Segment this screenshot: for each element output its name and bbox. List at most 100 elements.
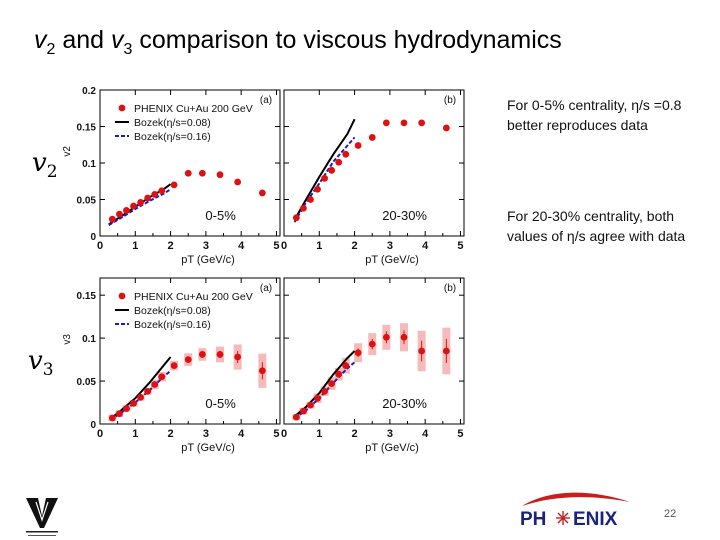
data-point xyxy=(198,169,206,177)
x-tick-label: 1 xyxy=(316,240,322,252)
x-tick-label: 0 xyxy=(281,240,287,252)
y-axis-label: v3 xyxy=(62,334,73,345)
data-point xyxy=(151,381,159,388)
x-tick-label: 2 xyxy=(352,240,358,252)
y-tick-label: 0.1 xyxy=(82,159,96,170)
data-point xyxy=(354,349,362,357)
x-tick-label: 3 xyxy=(203,428,209,440)
panel-tag: (b) xyxy=(444,95,456,106)
centrality-label: 0-5% xyxy=(205,396,236,411)
svg-text:PH: PH xyxy=(520,509,546,530)
data-point xyxy=(300,204,307,212)
panel-tag: (a) xyxy=(260,95,272,106)
y-tick-label: 0.15 xyxy=(77,123,97,134)
data-point xyxy=(300,407,307,415)
data-point xyxy=(418,119,426,127)
x-tick-label: 1 xyxy=(132,240,138,252)
phenix-logo: PH ENIX xyxy=(520,492,630,530)
x-tick-label: 2 xyxy=(168,240,174,252)
data-point xyxy=(314,185,321,193)
data-point xyxy=(216,171,224,179)
data-point xyxy=(151,190,159,198)
data-point xyxy=(442,347,450,355)
data-point xyxy=(234,353,242,361)
data-point xyxy=(368,340,376,348)
data-point xyxy=(335,158,343,166)
data-point xyxy=(158,373,166,381)
data-point xyxy=(307,401,314,409)
y-axis-label: v2 xyxy=(62,146,73,157)
y-tick-label: 0.15 xyxy=(77,291,97,302)
data-point xyxy=(108,215,116,223)
legend-entry: Bozek(η/s=0.08) xyxy=(134,305,211,317)
centrality-label: 0-5% xyxy=(205,208,236,223)
y-tick-label: 0 xyxy=(90,232,96,243)
bozek-0.08-curve xyxy=(293,350,356,418)
panel-tag: (a) xyxy=(260,283,272,294)
data-point xyxy=(198,351,206,358)
bozek-0.08-curve xyxy=(109,356,172,420)
x-tick-label: 3 xyxy=(387,428,393,440)
legend-entry: PHENIX Cu+Au 200 GeV xyxy=(134,103,253,115)
data-point xyxy=(292,413,300,421)
x-axis-label: pT (GeV/c) xyxy=(365,254,419,266)
data-point xyxy=(116,410,123,418)
page-number: 22 xyxy=(664,508,677,520)
x-tick-label: 4 xyxy=(422,240,429,252)
data-point xyxy=(137,393,144,401)
y-tick-label: 0.05 xyxy=(77,196,97,207)
x-axis-label: pT (GeV/c) xyxy=(181,442,235,454)
x-tick-label: 0 xyxy=(97,428,103,440)
data-point xyxy=(158,187,166,195)
y-tick-label: 0.2 xyxy=(82,86,96,97)
data-point xyxy=(108,414,116,422)
data-point xyxy=(292,214,300,222)
data-point xyxy=(170,362,178,369)
data-point xyxy=(321,387,328,395)
legend-entry: PHENIX Cu+Au 200 GeV xyxy=(134,291,253,303)
y-tick-label: 0.05 xyxy=(77,377,97,388)
data-point xyxy=(258,189,266,197)
x-tick-label: 3 xyxy=(203,240,209,252)
data-point xyxy=(258,367,266,375)
data-point xyxy=(442,124,450,132)
data-point xyxy=(328,380,336,388)
vanderbilt-logo xyxy=(26,498,58,536)
data-point xyxy=(130,399,137,407)
data-point xyxy=(314,394,321,402)
legend-marker-data xyxy=(118,104,126,112)
data-point xyxy=(400,333,408,341)
v3-row-label: v3 xyxy=(28,346,54,381)
data-point xyxy=(123,405,130,412)
data-point xyxy=(335,370,343,378)
data-point xyxy=(234,178,242,186)
legend-entry: Bozek(η/s=0.16) xyxy=(134,319,211,331)
bozek-0.08-curve xyxy=(293,118,356,221)
data-point xyxy=(354,142,362,149)
legend-entry: Bozek(η/s=0.16) xyxy=(134,131,211,143)
x-axis-label: pT (GeV/c) xyxy=(181,254,235,266)
data-point xyxy=(144,194,152,202)
x-tick-label: 2 xyxy=(168,428,174,440)
x-tick-label: 5 xyxy=(273,428,279,440)
legend-marker-data xyxy=(118,292,126,300)
panel-tag: (b) xyxy=(444,283,456,294)
note-0-5-centrality: For 0-5% centrality, η/s =0.8 better rep… xyxy=(507,97,682,133)
y-tick-label: 0 xyxy=(90,420,96,431)
x-tick-label: 5 xyxy=(457,240,463,252)
data-point xyxy=(328,166,336,174)
x-tick-label: 3 xyxy=(387,240,393,252)
centrality-label: 20-30% xyxy=(382,208,427,223)
panel-frame xyxy=(283,277,465,425)
bozek-0.16-curve xyxy=(108,188,172,226)
data-point xyxy=(144,387,152,395)
data-point xyxy=(382,333,390,341)
note-20-30-centrality: For 20-30% centrality, both values of η/… xyxy=(507,208,686,244)
data-point xyxy=(400,119,408,127)
x-tick-label: 4 xyxy=(422,428,429,440)
x-tick-label: 1 xyxy=(132,428,138,440)
x-tick-label: 0 xyxy=(281,428,287,440)
data-point xyxy=(130,202,137,210)
x-tick-label: 0 xyxy=(97,240,103,252)
data-point xyxy=(321,174,328,182)
